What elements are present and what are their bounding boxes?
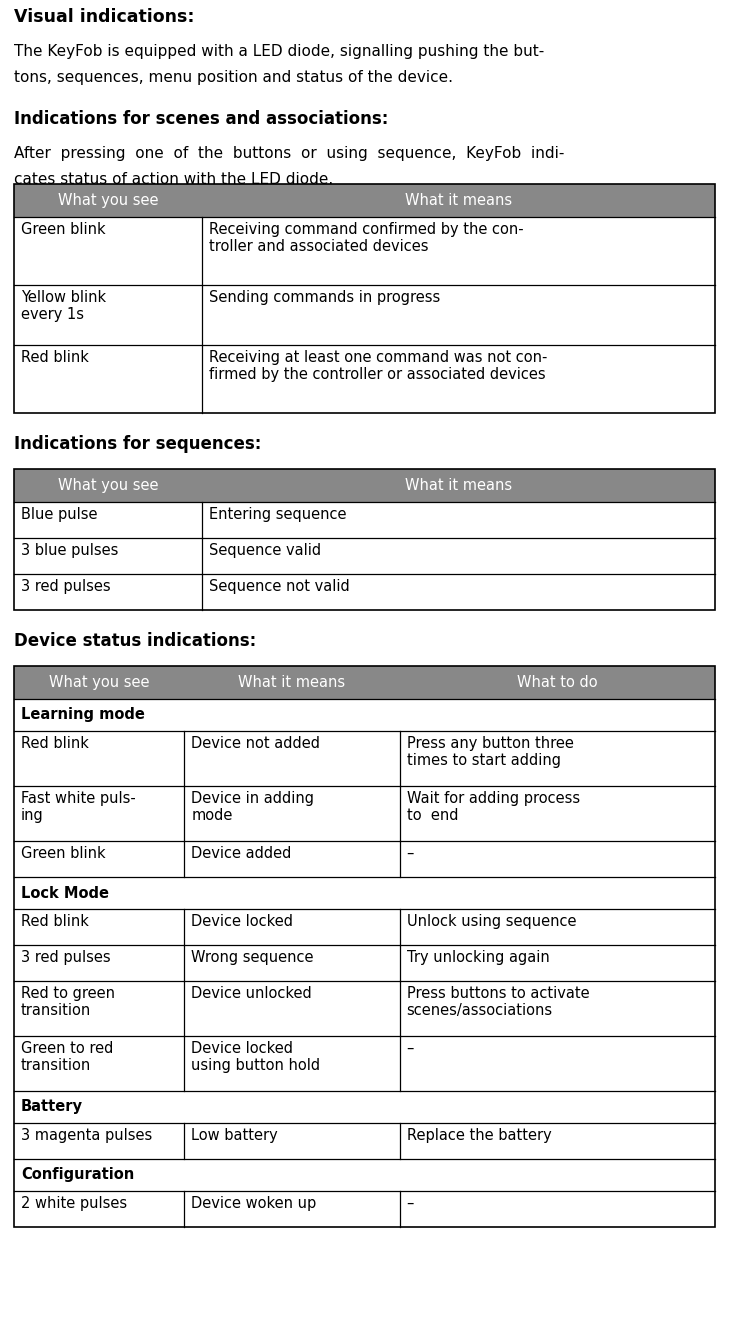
- Bar: [14, 731, 715, 787]
- Bar: [14, 841, 715, 877]
- Text: Visual indications:: Visual indications:: [14, 8, 195, 27]
- Text: The KeyFob is equipped with a LED diode, signalling pushing the but-: The KeyFob is equipped with a LED diode,…: [14, 44, 545, 59]
- Text: Sequence not valid: Sequence not valid: [209, 579, 350, 594]
- Bar: [14, 1036, 715, 1091]
- Text: –: –: [407, 1197, 414, 1211]
- Text: 3 blue pulses: 3 blue pulses: [21, 543, 118, 558]
- Bar: [14, 184, 715, 217]
- Text: Red blink: Red blink: [21, 914, 89, 929]
- Bar: [14, 345, 715, 413]
- Bar: [14, 909, 715, 945]
- Text: tons, sequences, menu position and status of the device.: tons, sequences, menu position and statu…: [14, 71, 453, 85]
- Text: Receiving at least one command was not con-
firmed by the controller or associat: Receiving at least one command was not c…: [209, 350, 547, 382]
- Text: What to do: What to do: [517, 675, 598, 689]
- Text: –: –: [407, 847, 414, 861]
- Text: Red to green
transition: Red to green transition: [21, 986, 115, 1018]
- Text: Configuration: Configuration: [21, 1167, 134, 1182]
- Text: Replace the battery: Replace the battery: [407, 1127, 551, 1143]
- Text: Press buttons to activate
scenes/associations: Press buttons to activate scenes/associa…: [407, 986, 589, 1018]
- Text: Device woken up: Device woken up: [191, 1197, 316, 1211]
- Text: Entering sequence: Entering sequence: [209, 507, 346, 522]
- Bar: [14, 666, 715, 699]
- Bar: [14, 787, 715, 841]
- Text: What it means: What it means: [405, 478, 512, 492]
- Text: Device locked
using button hold: Device locked using button hold: [191, 1041, 321, 1073]
- Text: Learning mode: Learning mode: [21, 708, 145, 723]
- Bar: [14, 699, 715, 731]
- Text: Device added: Device added: [191, 847, 292, 861]
- Text: What you see: What you see: [49, 675, 149, 689]
- Bar: [14, 502, 715, 538]
- Text: Green to red
transition: Green to red transition: [21, 1041, 114, 1073]
- Text: What it means: What it means: [238, 675, 346, 689]
- Text: Receiving command confirmed by the con-
troller and associated devices: Receiving command confirmed by the con- …: [209, 222, 523, 254]
- Text: Green blink: Green blink: [21, 847, 106, 861]
- Text: Device locked: Device locked: [191, 914, 293, 929]
- Text: 2 white pulses: 2 white pulses: [21, 1197, 127, 1211]
- Text: Device status indications:: Device status indications:: [14, 632, 257, 650]
- Text: Red blink: Red blink: [21, 736, 89, 751]
- Text: What you see: What you see: [58, 193, 158, 208]
- Bar: [14, 877, 715, 909]
- Text: Indications for sequences:: Indications for sequences:: [14, 435, 262, 453]
- Text: Battery: Battery: [21, 1099, 83, 1114]
- Text: Wait for adding process
to  end: Wait for adding process to end: [407, 791, 580, 824]
- Text: cates status of action with the LED diode.: cates status of action with the LED diod…: [14, 172, 333, 186]
- Text: Device not added: Device not added: [191, 736, 320, 751]
- Bar: [14, 469, 715, 502]
- Bar: [14, 469, 715, 610]
- Bar: [14, 285, 715, 345]
- Bar: [14, 1091, 715, 1123]
- Bar: [14, 538, 715, 574]
- Text: Indications for scenes and associations:: Indications for scenes and associations:: [14, 110, 389, 128]
- Bar: [14, 217, 715, 285]
- Text: After  pressing  one  of  the  buttons  or  using  sequence,  KeyFob  indi-: After pressing one of the buttons or usi…: [14, 146, 564, 161]
- Text: Lock Mode: Lock Mode: [21, 885, 109, 901]
- Text: Blue pulse: Blue pulse: [21, 507, 98, 522]
- Bar: [14, 981, 715, 1036]
- Text: Try unlocking again: Try unlocking again: [407, 950, 549, 965]
- Text: –: –: [407, 1041, 414, 1055]
- Bar: [14, 1159, 715, 1191]
- Text: Wrong sequence: Wrong sequence: [191, 950, 314, 965]
- Text: Yellow blink
every 1s: Yellow blink every 1s: [21, 290, 106, 322]
- Bar: [14, 945, 715, 981]
- Text: What it means: What it means: [405, 193, 512, 208]
- Text: 3 red pulses: 3 red pulses: [21, 579, 111, 594]
- Bar: [14, 184, 715, 413]
- Text: What you see: What you see: [58, 478, 158, 492]
- Text: Device unlocked: Device unlocked: [191, 986, 312, 1001]
- Text: Press any button three
times to start adding: Press any button three times to start ad…: [407, 736, 574, 768]
- Text: Green blink: Green blink: [21, 222, 106, 237]
- Text: Unlock using sequence: Unlock using sequence: [407, 914, 576, 929]
- Text: 3 red pulses: 3 red pulses: [21, 950, 111, 965]
- Text: 3 magenta pulses: 3 magenta pulses: [21, 1127, 152, 1143]
- Bar: [14, 1123, 715, 1159]
- Text: Device in adding
mode: Device in adding mode: [191, 791, 314, 824]
- Text: Sequence valid: Sequence valid: [209, 543, 321, 558]
- Text: Red blink: Red blink: [21, 350, 89, 365]
- Text: Sending commands in progress: Sending commands in progress: [209, 290, 440, 305]
- Bar: [14, 666, 715, 1227]
- Bar: [14, 1191, 715, 1227]
- Bar: [14, 574, 715, 610]
- Text: Low battery: Low battery: [191, 1127, 278, 1143]
- Text: Fast white puls-
ing: Fast white puls- ing: [21, 791, 136, 824]
